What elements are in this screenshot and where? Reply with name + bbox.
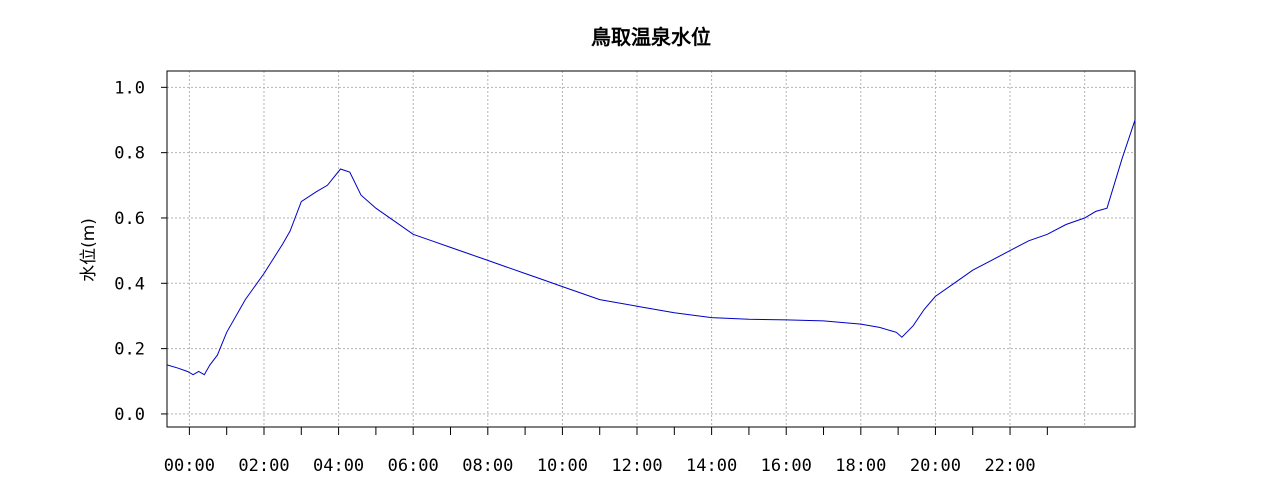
- y-tick-label: 0.8: [114, 144, 145, 164]
- grid-lines: [167, 71, 1135, 427]
- x-tick-label: 00:00: [164, 456, 215, 476]
- y-tick-label: 1.0: [114, 78, 145, 98]
- x-tick-label: 06:00: [388, 456, 439, 476]
- y-axis-label: 水位(m): [79, 218, 99, 282]
- x-tick-label: 22:00: [984, 456, 1035, 476]
- x-tick-label: 16:00: [761, 456, 812, 476]
- y-tick-label: 0.4: [114, 274, 145, 294]
- x-tick-label: 20:00: [910, 456, 961, 476]
- y-tick-label: 0.0: [114, 405, 145, 425]
- x-tick-label: 18:00: [835, 456, 886, 476]
- x-tick-label: 02:00: [238, 456, 289, 476]
- x-tick-label: 12:00: [611, 456, 662, 476]
- x-tick-label: 14:00: [686, 456, 737, 476]
- series-group: [166, 119, 1136, 376]
- x-tick-label: 08:00: [462, 456, 513, 476]
- x-tick-label: 10:00: [537, 456, 588, 476]
- x-tick-label: 04:00: [313, 456, 364, 476]
- water-level-series-line: [166, 119, 1136, 376]
- x-axis: 00:00 02:00 04:00 06:00 08:00 10:00 12:00 14:00…: [164, 427, 1048, 476]
- plot-frame: [166, 70, 1136, 428]
- y-axis: 0.0 0.2 0.4 0.6 0.8 1.0: [114, 78, 167, 425]
- y-tick-label: 0.6: [114, 209, 145, 229]
- chart-title: 鳥取温泉水位: [591, 25, 711, 49]
- y-tick-label: 0.2: [114, 340, 145, 360]
